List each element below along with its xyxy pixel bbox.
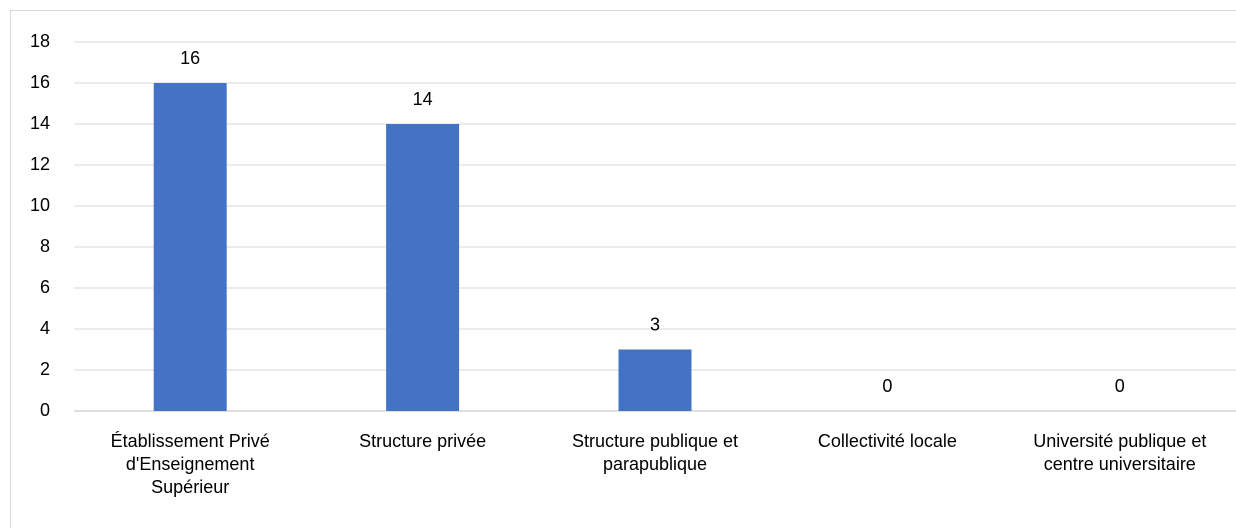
y-tick-label: 14 — [30, 113, 50, 133]
chart-border — [10, 10, 1236, 528]
y-tick-label: 8 — [40, 236, 50, 256]
x-tick-label: Structure publique et parapublique — [571, 431, 739, 474]
y-tick-label: 12 — [30, 154, 50, 174]
bar — [153, 83, 227, 411]
x-tick-label: Établissement Privé d'Enseignement Supér… — [110, 431, 270, 497]
data-label: 3 — [650, 314, 660, 334]
bar — [386, 124, 460, 411]
data-label: 0 — [1115, 376, 1125, 396]
x-tick-label: Collectivité locale — [817, 431, 957, 451]
y-tick-label: 0 — [40, 400, 50, 420]
y-tick-label: 4 — [40, 318, 50, 338]
x-tick-label: Structure privée — [359, 431, 487, 451]
y-tick-label: 6 — [40, 277, 50, 297]
data-label: 14 — [413, 89, 433, 109]
bar — [618, 349, 692, 411]
data-label: 16 — [180, 48, 200, 68]
y-tick-label: 18 — [30, 31, 50, 51]
data-label: 0 — [882, 376, 892, 396]
y-tick-label: 10 — [30, 195, 50, 215]
y-tick-label: 2 — [40, 359, 50, 379]
y-tick-label: 16 — [30, 72, 50, 92]
x-tick-label: Université publique et centre universita… — [1033, 431, 1207, 474]
